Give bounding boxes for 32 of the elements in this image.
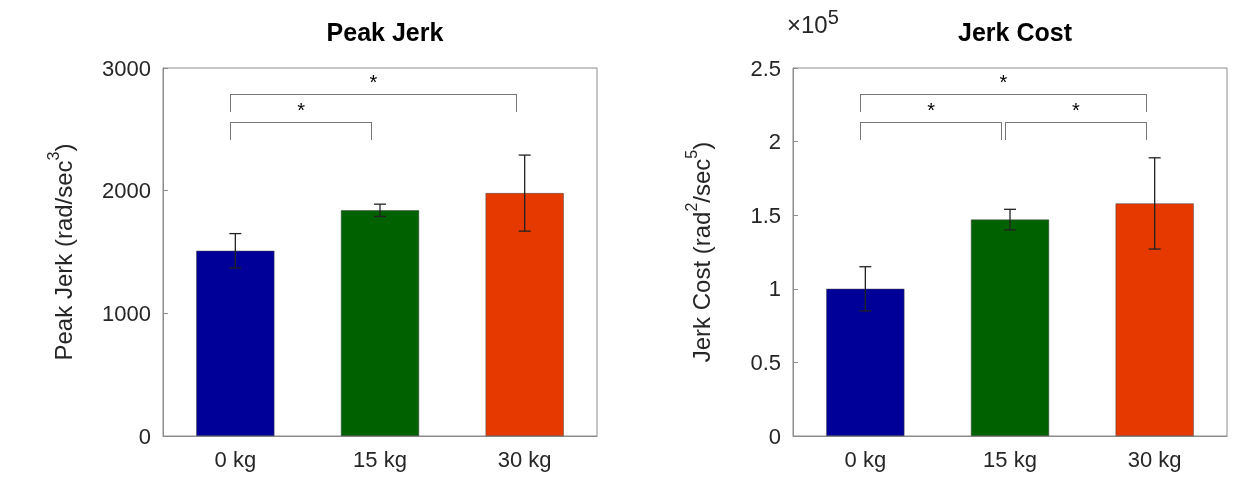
annotation: * <box>368 70 379 94</box>
bar <box>196 250 275 436</box>
x-tick-label: 0 kg <box>214 446 257 472</box>
chart-title: Peak Jerk <box>326 17 444 46</box>
annotation: * <box>296 98 307 122</box>
y-tick-label: 3000 <box>102 55 151 81</box>
bar <box>970 219 1050 436</box>
chart-title: Jerk Cost <box>958 17 1073 46</box>
y-tick-label: 2000 <box>102 178 151 204</box>
bar <box>826 288 905 436</box>
y-axis-title: Jerk Cost (rad2/sec5) <box>682 141 715 363</box>
annotation: * <box>1070 98 1081 122</box>
text: ×10$^{5}$ <box>787 6 839 39</box>
y-tick-label: 0 <box>768 423 781 449</box>
x-tick-label: 15 kg <box>353 446 407 472</box>
x-tick-label: 30 kg <box>497 446 552 472</box>
y-tick-label: 1000 <box>102 300 151 326</box>
y-tick-label: 0.5 <box>750 349 781 375</box>
x-tick-label: 30 kg <box>1127 446 1182 472</box>
bar <box>1115 203 1194 436</box>
y-tick-label: 2 <box>768 129 781 155</box>
annotation: * <box>998 70 1009 94</box>
bar <box>340 210 420 436</box>
x-tick-label: 15 kg <box>983 446 1037 472</box>
y-tick-label: 0 <box>138 423 151 449</box>
y-tick-label: 1 <box>768 276 781 302</box>
annotation: * <box>926 98 937 122</box>
bar <box>485 193 564 436</box>
y-tick-label: 1.5 <box>750 202 781 228</box>
x-tick-label: 0 kg <box>844 446 887 472</box>
y-tick-label: 2.5 <box>750 55 781 81</box>
y-axis-title: Peak Jerk (rad/sec3) <box>44 143 77 361</box>
